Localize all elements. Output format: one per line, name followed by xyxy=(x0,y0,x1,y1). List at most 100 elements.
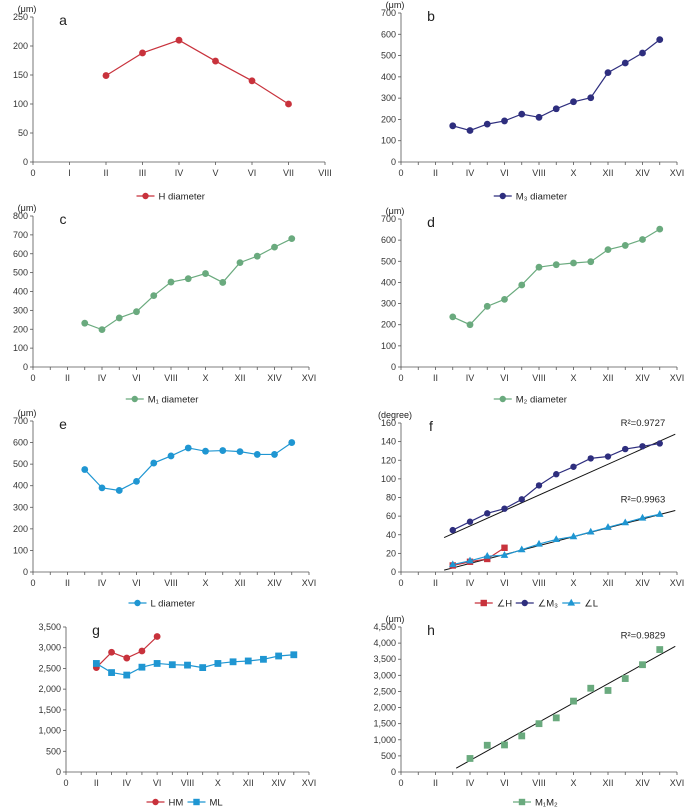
y-tick-label: 160 xyxy=(381,418,396,428)
x-tick-label: X xyxy=(202,578,208,588)
chart-panel-c: 0 100 200 300 400 500 600 700 800 0 II IV VI VIII X XII… xyxy=(13,203,316,406)
x-tick-label: II xyxy=(433,168,438,178)
data-point xyxy=(288,439,296,446)
y-tick-label: 0 xyxy=(391,567,396,577)
legend-label: ∠H xyxy=(497,599,513,610)
series-line-0 xyxy=(452,39,661,132)
y-tick-label: 1,000 xyxy=(373,735,396,745)
legend-label: ML xyxy=(210,798,223,807)
y-tick-label: 2,500 xyxy=(38,663,61,673)
data-point xyxy=(81,319,89,327)
data-point xyxy=(656,646,664,653)
y-tick-label: 500 xyxy=(381,256,396,266)
data-point xyxy=(167,278,175,286)
data-point xyxy=(448,560,457,568)
x-tick-label: II xyxy=(433,373,438,383)
data-point xyxy=(587,455,594,462)
data-point xyxy=(248,77,256,85)
x-tick-label: 0 xyxy=(30,578,35,588)
data-point xyxy=(290,651,298,659)
x-tick-label: V xyxy=(212,168,218,178)
y-unit-label: (μm) xyxy=(386,614,405,624)
data-point xyxy=(202,270,209,277)
y-tick-label: 500 xyxy=(381,51,396,61)
y-tick-label: 60 xyxy=(386,511,396,521)
legend-label: M₂ diameter xyxy=(516,395,567,406)
x-tick-label: VI xyxy=(248,168,257,178)
data-point xyxy=(219,279,227,286)
legend: M₁M₂ xyxy=(513,798,558,807)
y-unit-label: (μm) xyxy=(386,206,405,216)
data-point xyxy=(535,113,543,121)
x-tick-label: IV xyxy=(98,373,107,383)
x-tick-label: XII xyxy=(234,373,245,383)
y-tick-label: 120 xyxy=(381,455,396,465)
x-tick-label: 0 xyxy=(398,778,403,788)
data-point xyxy=(108,669,115,676)
chart-panel-d: 0 100 200 300 400 500 600 700 0 II IV VI VIII X XII XIV… xyxy=(381,206,684,406)
y-tick-label: 4,000 xyxy=(373,638,396,648)
y-tick-label: 300 xyxy=(13,305,28,315)
y-tick-label: 40 xyxy=(386,530,396,540)
y-tick-label: 0 xyxy=(23,362,28,372)
y-tick-label: 400 xyxy=(381,277,396,287)
x-tick-label: IV xyxy=(122,778,131,788)
y-unit-label: (degree) xyxy=(378,410,412,420)
x-tick-label: 0 xyxy=(398,373,403,383)
x-tick-label: VIII xyxy=(532,778,546,788)
x-tick-label: II xyxy=(94,778,99,788)
y-tick-label: 0 xyxy=(23,567,28,577)
y-tick-label: 140 xyxy=(381,437,396,447)
x-tick-label: 0 xyxy=(30,168,35,178)
data-point xyxy=(587,258,595,266)
data-point xyxy=(501,544,508,551)
data-point xyxy=(81,466,89,473)
series-line-0 xyxy=(84,238,293,331)
legend-swatch-marker xyxy=(521,599,528,607)
x-tick-label: I xyxy=(68,168,71,178)
series-line-0 xyxy=(452,547,505,567)
y-tick-label: 3,000 xyxy=(38,643,61,653)
data-point xyxy=(138,663,146,671)
data-point xyxy=(604,523,612,530)
x-tick-label: VIII xyxy=(181,778,195,788)
data-point xyxy=(184,444,192,452)
data-point xyxy=(98,484,106,492)
data-point xyxy=(202,447,209,455)
y-unit-label: (μm) xyxy=(18,408,37,418)
data-point xyxy=(123,671,131,679)
x-tick-label: II xyxy=(103,168,108,178)
data-point xyxy=(253,451,261,458)
legend-swatch-marker xyxy=(499,192,506,200)
y-tick-label: 300 xyxy=(381,93,396,103)
data-point xyxy=(285,100,292,108)
data-point xyxy=(639,661,646,669)
y-tick-label: 100 xyxy=(381,136,396,146)
data-point xyxy=(483,120,491,128)
data-point xyxy=(570,259,577,267)
data-point xyxy=(552,714,560,722)
panel-letter: d xyxy=(427,214,435,230)
data-point xyxy=(466,755,474,762)
legend-swatch-marker xyxy=(193,798,200,806)
data-point xyxy=(244,657,252,665)
x-tick-label: XIV xyxy=(267,373,282,383)
x-tick-label: XVI xyxy=(670,373,685,383)
data-point xyxy=(622,445,629,453)
x-tick-label: II xyxy=(65,578,70,588)
y-tick-label: 0 xyxy=(23,157,28,167)
r-squared-label: R²=0.9829 xyxy=(621,630,666,641)
x-tick-label: VI xyxy=(500,168,509,178)
data-point xyxy=(449,122,457,130)
panel-letter: e xyxy=(59,416,67,432)
data-point xyxy=(656,36,664,44)
legend-label: M₃ diameter xyxy=(516,192,567,203)
data-point xyxy=(92,660,100,667)
panel-letter: a xyxy=(59,12,67,28)
y-tick-label: 600 xyxy=(381,235,396,245)
data-point xyxy=(552,261,560,269)
legend-label: H diameter xyxy=(159,192,205,203)
data-point xyxy=(535,539,543,547)
data-point xyxy=(535,720,543,728)
